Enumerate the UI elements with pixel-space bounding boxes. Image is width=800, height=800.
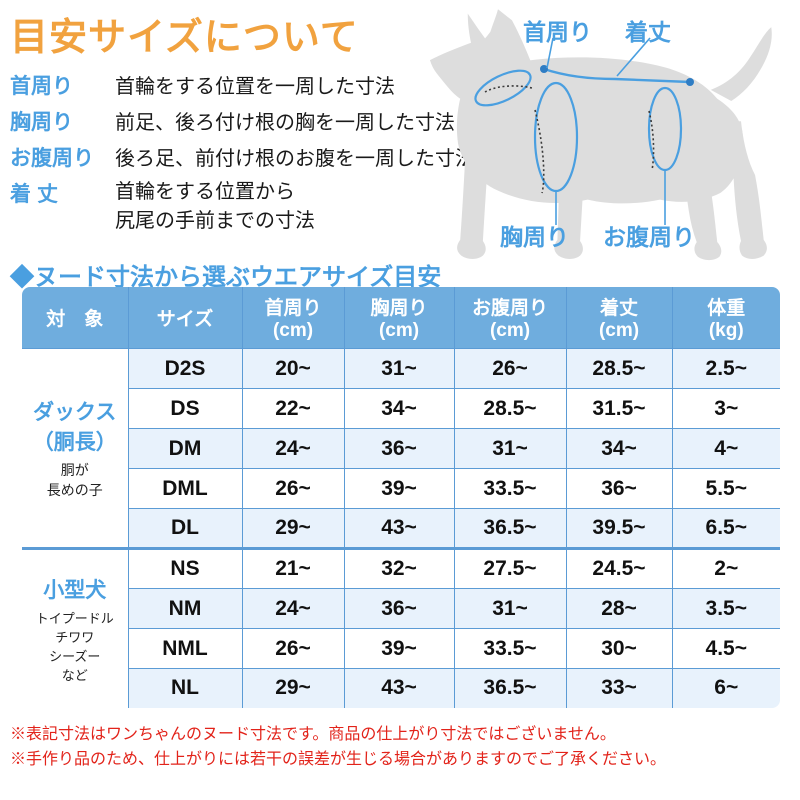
svg-text:着丈: 着丈 xyxy=(625,19,671,45)
svg-text:お腹周り: お腹周り xyxy=(603,224,695,250)
svg-text:胸周り: 胸周り xyxy=(500,224,569,250)
svg-text:首周り: 首周り xyxy=(523,19,592,45)
